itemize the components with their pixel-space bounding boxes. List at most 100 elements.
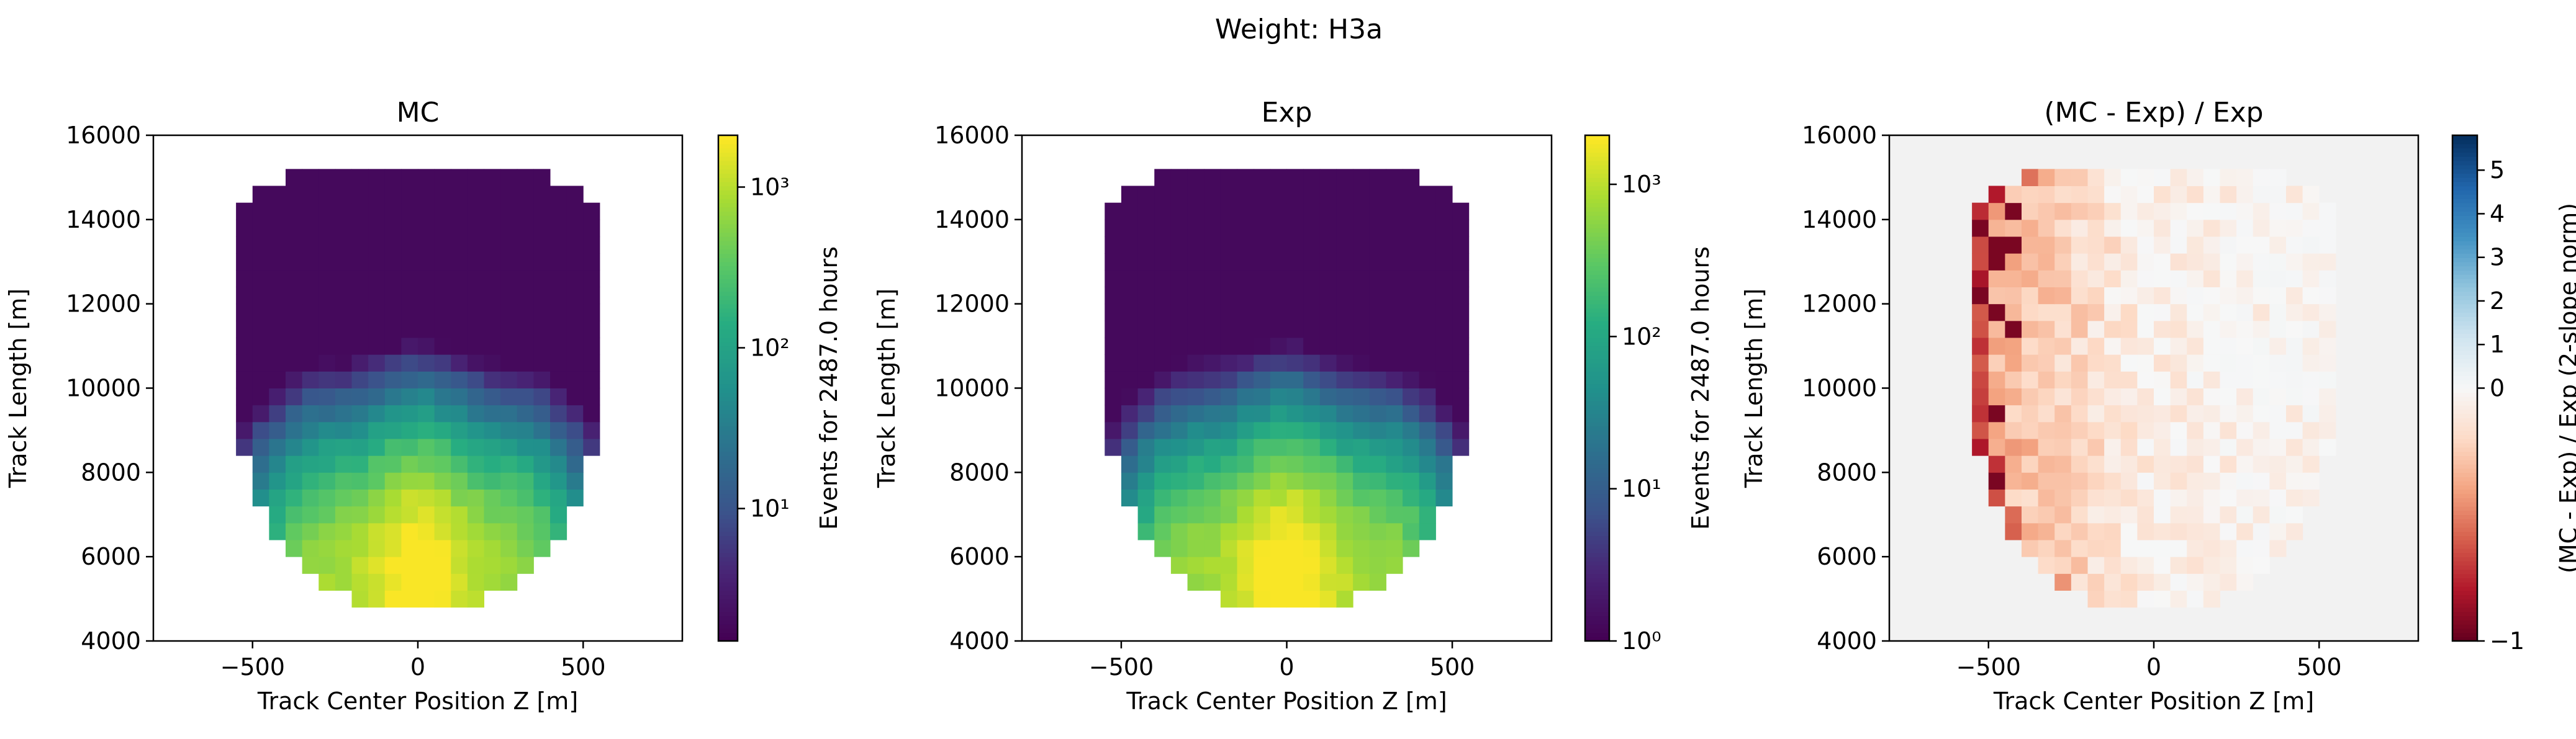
colorbar-segment bbox=[718, 295, 738, 300]
heatmap-cell bbox=[319, 371, 336, 388]
heatmap-cell bbox=[467, 455, 484, 473]
colorbar-segment bbox=[1585, 173, 1609, 178]
heatmap-cell bbox=[2203, 522, 2220, 540]
colorbar-segment bbox=[1585, 451, 1609, 456]
colorbar-segment bbox=[718, 611, 738, 617]
heatmap-cell bbox=[1353, 287, 1370, 305]
heatmap-cell bbox=[1154, 320, 1172, 338]
heatmap-cell bbox=[1319, 219, 1337, 237]
heatmap-cell bbox=[533, 236, 551, 254]
heatmap-cell bbox=[1336, 320, 1354, 338]
heatmap-cell bbox=[467, 303, 484, 321]
heatmap-cell bbox=[2087, 253, 2105, 271]
heatmap-cell bbox=[434, 506, 451, 524]
heatmap-cell bbox=[1154, 540, 1172, 557]
heatmap-cell bbox=[1270, 354, 1287, 372]
heatmap-cell bbox=[1403, 540, 1420, 557]
heatmap-cell bbox=[2170, 472, 2187, 490]
colorbar-segment bbox=[2452, 198, 2477, 204]
heatmap-cell bbox=[2154, 489, 2171, 507]
heatmap-cell bbox=[1319, 540, 1337, 557]
heatmap-cell bbox=[2054, 573, 2072, 591]
heatmap-cell bbox=[434, 405, 451, 423]
heatmap-cell bbox=[2104, 236, 2122, 254]
colorbar-segment bbox=[1585, 350, 1609, 355]
heatmap-cell bbox=[2054, 421, 2072, 439]
heatmap-cell bbox=[1435, 405, 1453, 423]
colorbar-segment bbox=[2452, 354, 2477, 359]
heatmap-cell bbox=[1286, 287, 1304, 305]
colorbar-segment bbox=[1585, 139, 1609, 145]
heatmap-cell bbox=[517, 236, 534, 254]
heatmap-cell bbox=[2154, 354, 2171, 372]
heatmap-cell bbox=[1187, 270, 1204, 287]
heatmap-cell bbox=[484, 236, 501, 254]
heatmap-cell bbox=[2253, 455, 2270, 473]
x-tick-label: 0 bbox=[410, 653, 425, 681]
heatmap-cell bbox=[1121, 388, 1139, 406]
heatmap-cell bbox=[368, 522, 386, 540]
heatmap-cell bbox=[418, 338, 435, 355]
heatmap-cell bbox=[1303, 169, 1321, 186]
colorbar-segment bbox=[2452, 211, 2477, 216]
heatmap-cell bbox=[2137, 455, 2154, 473]
colorbar-segment bbox=[1585, 219, 1609, 225]
heatmap-cell bbox=[286, 338, 303, 355]
heatmap-cell bbox=[2038, 354, 2055, 372]
heatmap-cell bbox=[2302, 439, 2320, 456]
heatmap-cell bbox=[1105, 253, 1122, 271]
heatmap-cell bbox=[1303, 320, 1321, 338]
heatmap-cell bbox=[2187, 320, 2204, 338]
heatmap-cell bbox=[1319, 522, 1337, 540]
heatmap-cell bbox=[1204, 573, 1221, 591]
heatmap-cell bbox=[500, 557, 518, 574]
heatmap-cell bbox=[517, 338, 534, 355]
heatmap-cell bbox=[1369, 371, 1386, 388]
heatmap-cell bbox=[384, 439, 402, 456]
colorbar-segment bbox=[1585, 240, 1609, 246]
heatmap-cell bbox=[2071, 169, 2088, 186]
heatmap-cell bbox=[1369, 303, 1386, 321]
heatmap-cell bbox=[418, 169, 435, 186]
heatmap-cell bbox=[1386, 489, 1403, 507]
heatmap-cell bbox=[1988, 270, 2005, 287]
heatmap-cell bbox=[1237, 506, 1254, 524]
heatmap-cell bbox=[1204, 270, 1221, 287]
heatmap-cell bbox=[236, 270, 253, 287]
heatmap-cell bbox=[401, 590, 418, 608]
heatmap-cell bbox=[1988, 320, 2005, 338]
heatmap-cell bbox=[269, 219, 286, 237]
heatmap-cell bbox=[2154, 320, 2171, 338]
heatmap-cell bbox=[401, 354, 418, 372]
heatmap-cell bbox=[2104, 421, 2122, 439]
heatmap-cell bbox=[550, 439, 567, 456]
heatmap-cell bbox=[2302, 472, 2320, 490]
colorbar-segment bbox=[1585, 211, 1609, 216]
heatmap-cell bbox=[583, 270, 600, 287]
heatmap-cell bbox=[1353, 219, 1370, 237]
heatmap-cell bbox=[319, 303, 336, 321]
y-axis-label: Track Length [m] bbox=[4, 289, 32, 488]
heatmap-cell bbox=[418, 320, 435, 338]
heatmap-cell bbox=[401, 489, 418, 507]
heatmap-cell bbox=[1403, 455, 1420, 473]
heatmap-cell bbox=[550, 202, 567, 220]
heatmap-cell bbox=[1204, 540, 1221, 557]
heatmap-cell bbox=[2005, 354, 2022, 372]
colorbar-segment bbox=[718, 358, 738, 364]
colorbar-segment bbox=[2452, 316, 2477, 321]
heatmap-cell bbox=[1220, 522, 1238, 540]
heatmap-cell bbox=[1452, 287, 1470, 305]
heatmap-cell bbox=[1435, 388, 1453, 406]
heatmap-cell bbox=[1303, 354, 1321, 372]
heatmap-cell bbox=[302, 439, 319, 456]
heatmap-cell bbox=[1137, 455, 1155, 473]
heatmap-cell bbox=[401, 421, 418, 439]
heatmap-cell bbox=[467, 405, 484, 423]
colorbar-segment bbox=[2452, 468, 2477, 473]
heatmap-cell bbox=[2071, 557, 2088, 574]
colorbar-segment bbox=[2452, 135, 2477, 140]
heatmap-cell bbox=[335, 169, 352, 186]
heatmap-cell bbox=[2286, 489, 2303, 507]
heatmap-cell bbox=[2005, 405, 2022, 423]
